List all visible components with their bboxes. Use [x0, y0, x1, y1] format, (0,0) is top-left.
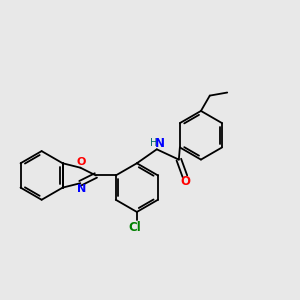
Text: O: O	[180, 175, 190, 188]
Text: Cl: Cl	[128, 221, 141, 234]
Text: N: N	[77, 184, 86, 194]
Text: N: N	[155, 137, 165, 150]
Text: O: O	[77, 157, 86, 167]
Text: H: H	[150, 138, 157, 148]
